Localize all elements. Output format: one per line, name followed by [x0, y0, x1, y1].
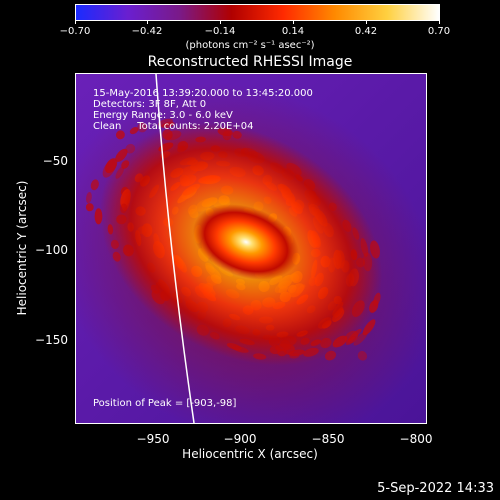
emission-blob: [115, 130, 125, 140]
annotation-energy: Energy Range: 3.0 - 6.0 keV: [93, 110, 233, 121]
colorbar-tick-label: 0.70: [427, 26, 451, 37]
colorbar-tick-label: 0.14: [281, 26, 305, 37]
y-tick-label: −100: [35, 243, 68, 257]
x-tick-label: −800: [399, 432, 433, 446]
colorbar-tick: [366, 20, 367, 24]
emission-blob: [362, 319, 376, 336]
colorbar-tick: [75, 20, 76, 24]
colorbar-tick-label: −0.14: [204, 26, 236, 37]
annotation-peak: Position of Peak = [-903,-98]: [93, 398, 237, 409]
y-tick-label: −50: [42, 154, 68, 168]
colorbar-tick-label: −0.70: [59, 26, 91, 37]
annotation-counts: Clean Total counts: 2.20E+04: [93, 121, 254, 132]
emission-blob: [85, 203, 94, 212]
annotation-detectors: Detectors: 3F 8F, Att 0: [93, 99, 207, 110]
colorbar-tick-label: −0.42: [131, 26, 163, 37]
y-tick-label: −150: [35, 333, 68, 347]
colorbar-tick: [293, 20, 294, 24]
emission-blob: [137, 122, 148, 133]
colorbar-tick-label: 0.42: [354, 26, 378, 37]
emission-blob: [90, 179, 99, 191]
colorbar-units: (photons cm⁻² s⁻¹ asec⁻²): [185, 40, 315, 51]
colorbar-tick: [439, 20, 440, 24]
image-title: Reconstructed RHESSI Image: [147, 54, 353, 70]
emission-blob: [357, 350, 368, 361]
emission-blob: [129, 127, 139, 135]
x-tick-label: −850: [311, 432, 345, 446]
colorbar-tick: [147, 20, 148, 24]
colorbar-tick: [220, 20, 221, 24]
solar-limb: [155, 74, 195, 423]
colorbar: [75, 4, 440, 21]
y-axis-label: Heliocentric Y (arcsec): [15, 180, 29, 316]
timestamp: 5-Sep-2022 14:33: [377, 481, 494, 496]
x-tick-label: −900: [223, 432, 257, 446]
rhessi-map: [76, 74, 426, 423]
emission-blob: [86, 191, 92, 204]
x-axis-label: Heliocentric X (arcsec): [182, 447, 318, 461]
x-tick-label: −950: [136, 432, 170, 446]
annotation-time: 15-May-2016 13:39:20.000 to 13:45:20.000: [93, 88, 313, 99]
solar-image: [75, 73, 427, 424]
